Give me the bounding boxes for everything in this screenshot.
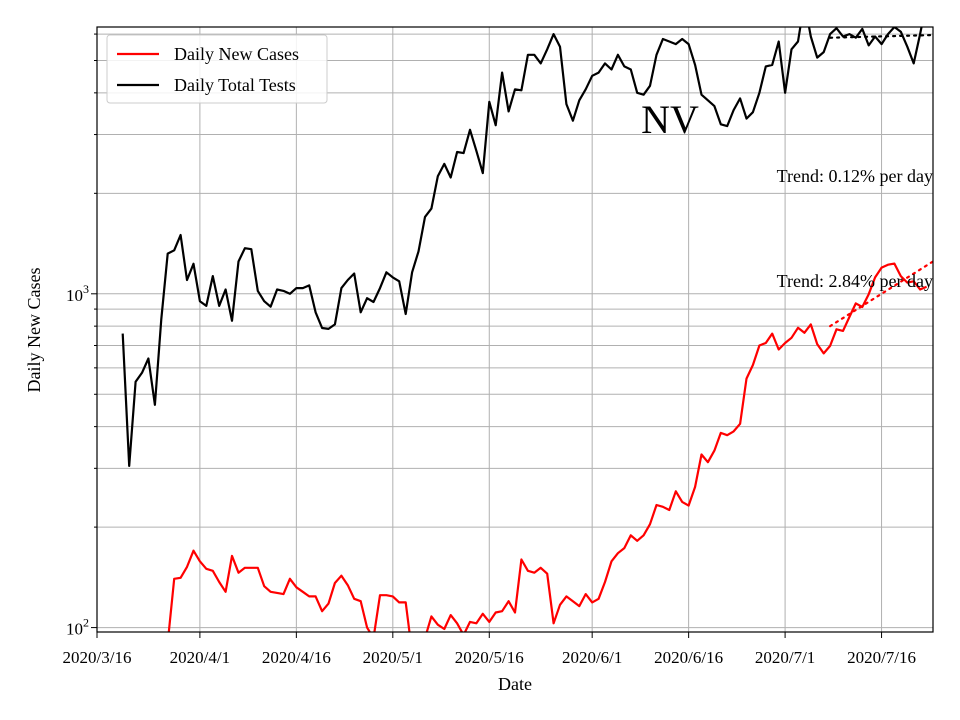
trend-line <box>829 33 933 39</box>
plot-area <box>121 27 933 632</box>
trend-annotations: Trend: 0.12% per day Trend: 2.84% per day <box>777 166 933 291</box>
series-line-daily-total-tests <box>121 27 923 467</box>
x-axis-label: Date <box>498 674 532 694</box>
y-tick-label: 103 <box>66 282 89 305</box>
y-axis-label: Daily New Cases <box>24 268 44 393</box>
x-axis: 2020/3/16 2020/4/1 2020/4/16 2020/5/1 2020/5… <box>63 632 916 667</box>
y-axis: 102 103 <box>66 33 97 639</box>
legend: Daily New Cases Daily Total Tests <box>106 34 328 104</box>
x-tick-label: 2020/7/16 <box>847 648 916 667</box>
x-tick-label: 2020/3/16 <box>63 648 132 667</box>
x-tick-label: 2020/4/1 <box>170 648 230 667</box>
x-tick-label: 2020/4/16 <box>262 648 331 667</box>
state-label: NV <box>641 97 699 142</box>
x-tick-label: 2020/5/16 <box>455 648 524 667</box>
series-line-daily-new-cases <box>167 262 928 632</box>
trend-annotation: Trend: 2.84% per day <box>777 271 933 291</box>
legend-box <box>106 34 328 104</box>
y-tick-label: 102 <box>66 616 89 639</box>
x-tick-label: 2020/6/1 <box>562 648 622 667</box>
x-tick-label: 2020/5/1 <box>363 648 423 667</box>
axes-frame <box>96 26 934 633</box>
legend-label: Daily New Cases <box>174 44 299 64</box>
trend-line <box>829 260 933 328</box>
x-tick-label: 2020/7/1 <box>755 648 815 667</box>
legend-label: Daily Total Tests <box>174 75 296 95</box>
x-tick-label: 2020/6/16 <box>654 648 723 667</box>
trend-annotation: Trend: 0.12% per day <box>777 166 933 186</box>
